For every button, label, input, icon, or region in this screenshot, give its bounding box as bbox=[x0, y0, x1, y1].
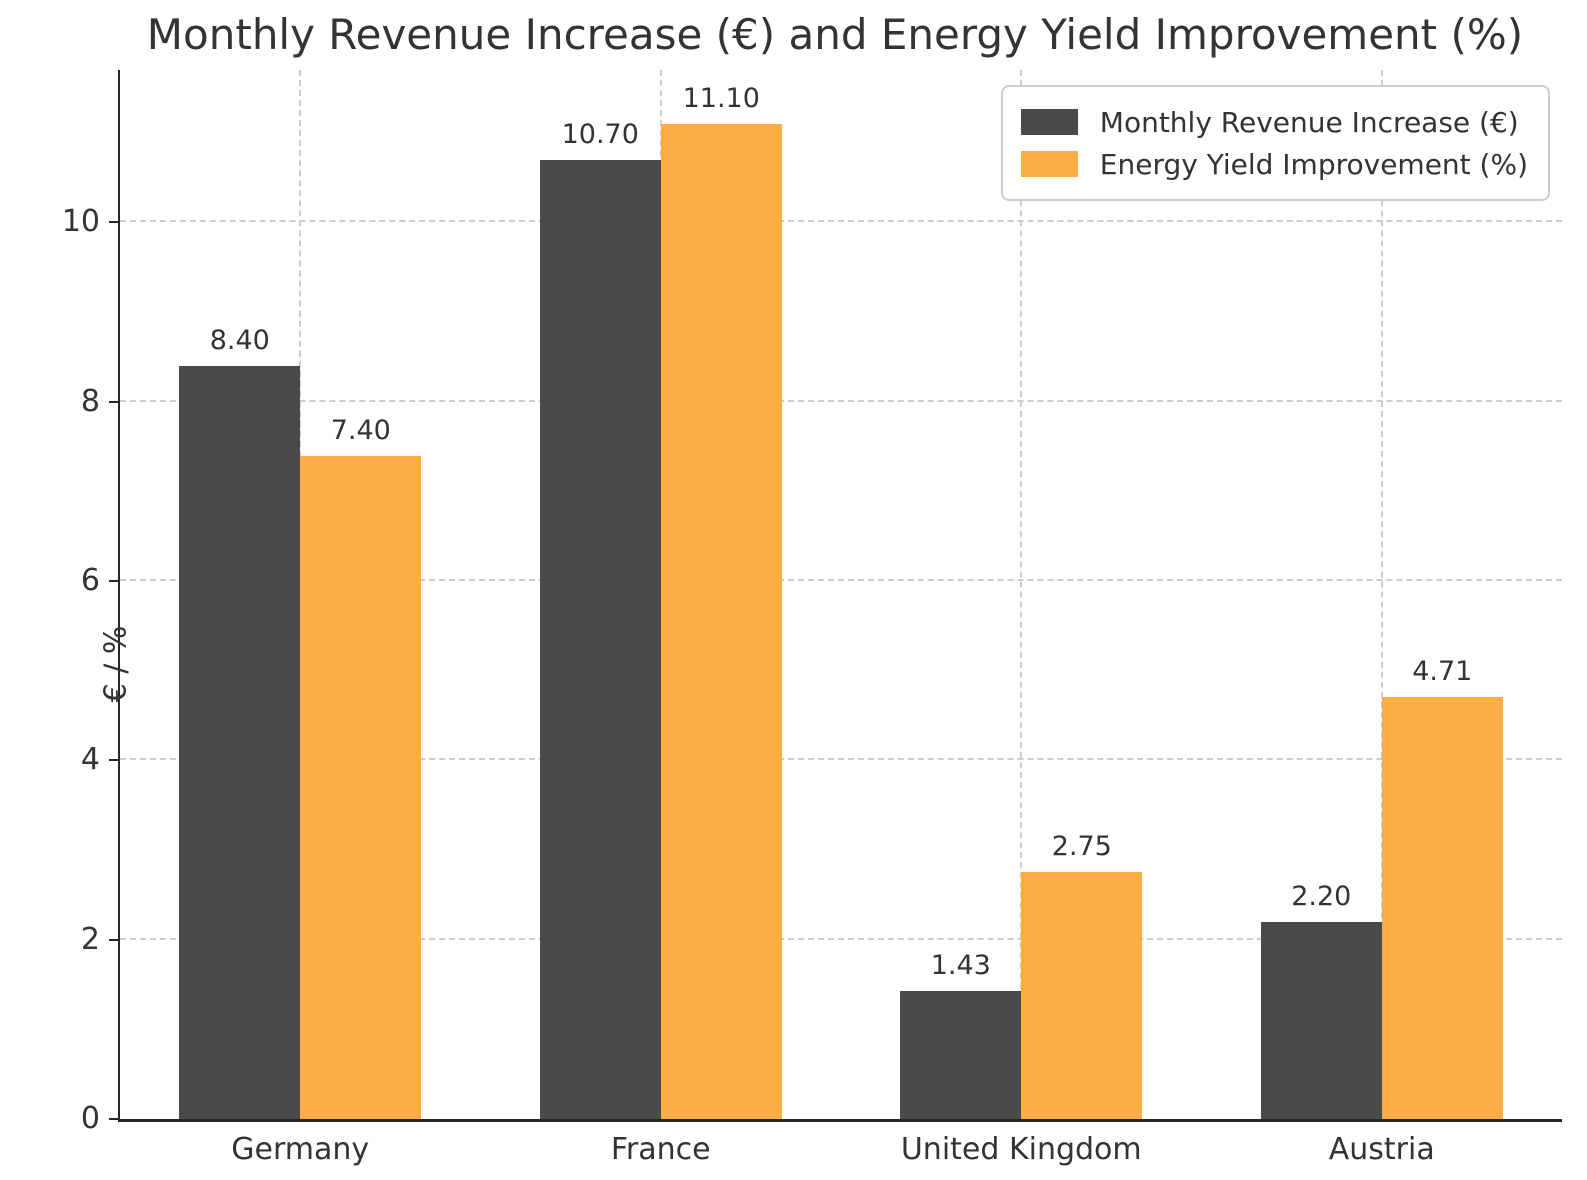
value-label: 8.40 bbox=[209, 324, 270, 356]
gridline-vertical bbox=[1020, 70, 1023, 1119]
y-tick-label: 8 bbox=[80, 383, 100, 419]
legend-item-revenue: Monthly Revenue Increase (€) bbox=[1020, 101, 1528, 143]
value-label: 1.43 bbox=[930, 949, 991, 981]
bar-revenue-united-kingdom bbox=[900, 990, 1022, 1119]
y-tick-label: 0 bbox=[80, 1101, 100, 1136]
x-tick-label-united-kingdom: United Kingdom bbox=[900, 1132, 1142, 1167]
y-tick-mark bbox=[109, 1118, 118, 1120]
y-tick-mark bbox=[109, 400, 118, 403]
gridline-vertical bbox=[1380, 70, 1383, 1119]
legend-label-revenue: Monthly Revenue Increase (€) bbox=[1099, 105, 1519, 139]
gridline-horizontal bbox=[120, 579, 1562, 582]
legend-swatch-revenue bbox=[1020, 109, 1078, 135]
legend-swatch-yield bbox=[1020, 151, 1078, 177]
value-label: 2.20 bbox=[1291, 880, 1352, 912]
y-tick-mark bbox=[109, 221, 118, 224]
value-label: 11.10 bbox=[682, 82, 760, 114]
gridline-horizontal bbox=[120, 937, 1562, 940]
bar-revenue-austria bbox=[1260, 921, 1382, 1119]
x-tick-label-austria: Austria bbox=[1328, 1132, 1435, 1167]
bar-revenue-france bbox=[539, 159, 661, 1119]
legend-label-yield: Energy Yield Improvement (%) bbox=[1099, 147, 1528, 181]
chart-title: Monthly Revenue Increase (€) and Energy … bbox=[146, 10, 1524, 59]
y-tick-label: 6 bbox=[80, 563, 100, 599]
bar-yield-germany bbox=[300, 455, 422, 1119]
plot-area: € / % Monthly Revenue Increase (€) Energ… bbox=[62, 70, 1562, 1167]
x-tick-label-france: France bbox=[610, 1132, 711, 1167]
bar-yield-united-kingdom bbox=[1021, 872, 1143, 1119]
y-tick-mark bbox=[109, 759, 118, 762]
value-label: 4.71 bbox=[1412, 655, 1473, 687]
bar-revenue-germany bbox=[179, 365, 301, 1119]
y-tick-label: 10 bbox=[61, 204, 100, 240]
x-tick-label-germany: Germany bbox=[231, 1132, 370, 1167]
bar-yield-austria bbox=[1381, 696, 1503, 1119]
gridline-horizontal bbox=[120, 399, 1562, 402]
value-label: 7.40 bbox=[330, 414, 391, 446]
y-tick-label: 4 bbox=[80, 742, 100, 778]
y-tick-label: 2 bbox=[80, 921, 100, 957]
value-label: 10.70 bbox=[561, 118, 639, 150]
legend-item-yield: Energy Yield Improvement (%) bbox=[1020, 143, 1528, 185]
y-tick-mark bbox=[109, 938, 118, 941]
legend: Monthly Revenue Increase (€) Energy Yiel… bbox=[1000, 85, 1550, 201]
value-label: 2.75 bbox=[1051, 831, 1112, 863]
bar-yield-france bbox=[660, 123, 782, 1119]
y-tick-mark bbox=[109, 580, 118, 583]
gridline-horizontal bbox=[120, 758, 1562, 761]
y-axis-title: € / % bbox=[98, 625, 134, 703]
gridline-horizontal bbox=[120, 220, 1562, 223]
